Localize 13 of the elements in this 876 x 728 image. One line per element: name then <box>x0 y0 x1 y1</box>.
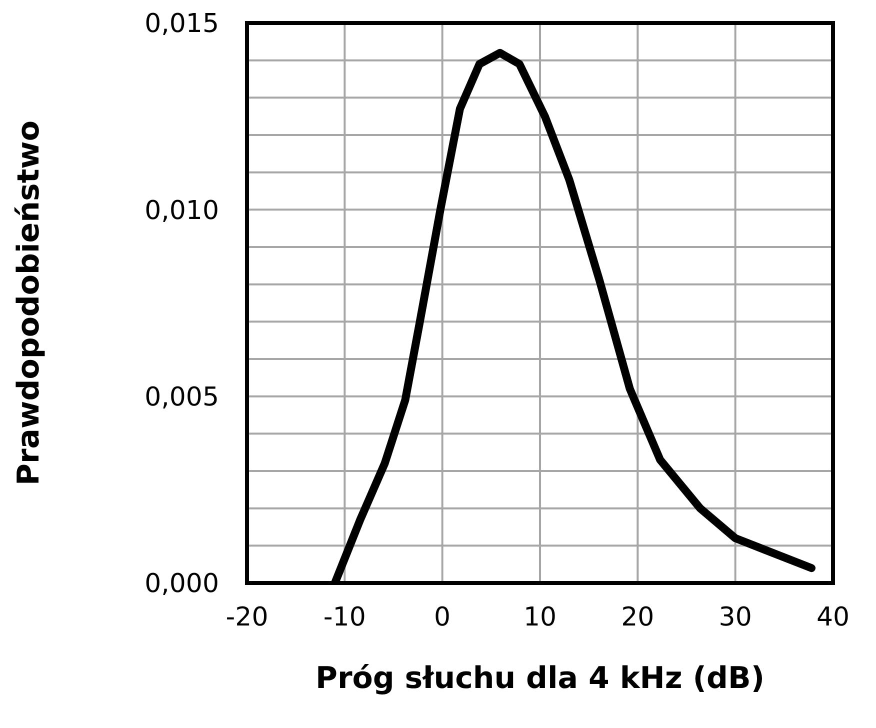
y-tick-label: 0,000 <box>144 569 219 600</box>
x-tick-label: -20 <box>226 602 268 632</box>
x-tick-label: 20 <box>621 602 654 632</box>
x-tick-label: 30 <box>718 602 752 632</box>
x-tick-label: 10 <box>523 602 557 632</box>
y-tick-label: 0,005 <box>144 382 219 413</box>
x-axis-title: Próg słuchu dla 4 kHz (dB) <box>315 661 765 696</box>
y-tick-label: 0,010 <box>144 196 219 226</box>
y-axis-title: Prawdopodobieństwo <box>12 120 47 486</box>
x-tick-label: -10 <box>323 602 366 632</box>
x-tick-label: 0 <box>434 602 451 632</box>
x-tick-label: 40 <box>816 602 850 632</box>
y-tick-label: 0,015 <box>144 9 219 40</box>
